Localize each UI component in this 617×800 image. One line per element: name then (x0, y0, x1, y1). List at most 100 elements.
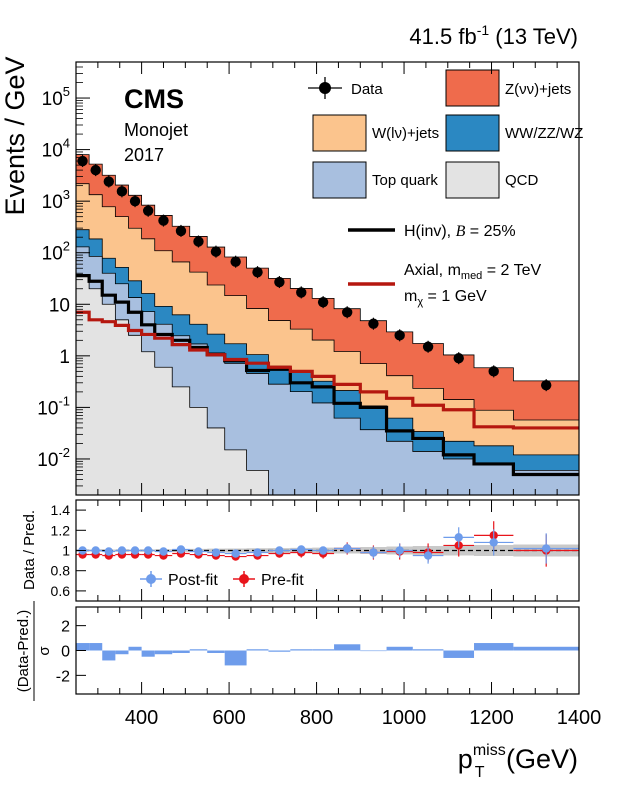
pull-bar (115, 650, 129, 655)
legend-diboson-label: WW/ZZ/WZ (505, 125, 583, 142)
legend-top-label: Top quark (372, 172, 438, 189)
postfit-point (115, 546, 129, 555)
pull-bar (268, 650, 291, 652)
pull-plot-area (76, 643, 579, 666)
x-tick-label: 1200 (469, 707, 514, 729)
main-plot-area (75, 154, 580, 496)
cms-logo-text: CMS (124, 84, 184, 114)
postfit-point (268, 546, 291, 555)
data-point (175, 224, 187, 237)
postfit-point (246, 548, 269, 557)
legend-axial-line1: Axial, mmed = 2 TeV (404, 262, 542, 282)
pull-bar (290, 649, 313, 651)
category-label: Monojet (124, 120, 188, 140)
data-point (341, 306, 353, 319)
ratio-ytick-label: 0.8 (51, 563, 71, 579)
postfit-point (334, 543, 361, 554)
data-point (116, 185, 128, 198)
pull-ytick-label: 0 (61, 644, 70, 661)
postfit-point (128, 546, 142, 555)
postfit-point (290, 545, 313, 554)
main-ytick-label: 10 (49, 295, 70, 316)
data-point (540, 379, 552, 392)
postfit-point (154, 547, 173, 556)
ratio-plot-area (76, 521, 579, 567)
x-tick-label: 600 (212, 707, 245, 729)
postfit-point (474, 529, 514, 556)
pull-bar (334, 644, 361, 651)
data-point (368, 317, 379, 330)
pull-bar (224, 650, 247, 666)
data-point (230, 255, 241, 268)
signal-hinv-line (76, 273, 579, 477)
legend-wjets-label: W(lν)+jets (372, 125, 439, 142)
ratio-ytick-label: 1.4 (51, 502, 71, 518)
pull-bar (172, 650, 190, 653)
legend-qcd: QCD (445, 161, 539, 199)
postfit-point (513, 533, 579, 564)
main-ytick-label: 102 (42, 239, 70, 265)
main-legend: Data Z(νν)+jets W(lν)+jets WW/ZZ/WZ Top … (308, 69, 583, 308)
main-ytick-label: 104 (42, 136, 70, 162)
luminosity-label: 41.5 fb-1 (13 TeV) (409, 22, 578, 49)
pull-ytick-label: 2 (61, 619, 70, 636)
pull-bar (312, 649, 335, 651)
data-point (210, 245, 222, 258)
pull-ylabel-den: σ (36, 646, 53, 656)
legend-qcd-label: QCD (505, 172, 539, 189)
pull-bar (386, 646, 413, 651)
data-point (422, 340, 434, 353)
pull-ylabel-num: (Data-Pred.) (15, 610, 32, 693)
legend-wjets: W(lν)+jets (312, 114, 439, 152)
x-axis-label: pmiss T (GeV) (458, 742, 578, 781)
legend-zjets: Z(νν)+jets (445, 69, 571, 107)
data-point (103, 175, 115, 188)
ratio-ytick-label: 1.2 (51, 522, 71, 538)
pull-bar (513, 646, 579, 651)
postfit-point (189, 547, 208, 556)
legend-zjets-label: Z(νν)+jets (505, 81, 571, 98)
legend-diboson: WW/ZZ/WZ (445, 114, 583, 152)
ratio-legend-prefit-label: Pre-fit (261, 572, 304, 589)
main-frame (75, 61, 580, 496)
pull-bar (246, 649, 269, 651)
postfit-point (224, 549, 247, 558)
pull-bar (474, 643, 514, 651)
pull-bar (102, 650, 116, 661)
legend-data: Data (308, 77, 383, 99)
pull-bar (128, 646, 142, 651)
pull-ylabel: (Data-Pred.) σ (15, 601, 53, 701)
pull-bar (76, 643, 90, 651)
pull-bar (443, 650, 475, 658)
pull-panel: -2 0 2 (Data-Pred.) σ (15, 601, 580, 701)
ratio-legend-postfit-label: Post-fit (168, 572, 218, 589)
legend-axial-line2: mχ = 1 GeV (404, 288, 487, 308)
pull-bar (141, 650, 155, 657)
legend-top: Top quark (312, 161, 438, 199)
ratio-y-axis: 0.6 0.8 1 1.2 1.4 (51, 502, 86, 599)
postfit-point (312, 546, 335, 555)
signal-axial-line (76, 310, 579, 430)
data-point (274, 276, 285, 289)
postfit-point (141, 546, 155, 555)
x-tick-label: 1400 (557, 707, 602, 729)
postfit-point (443, 527, 475, 548)
data-point (252, 266, 263, 279)
pull-bar (412, 649, 444, 651)
postfit-point (360, 546, 387, 559)
data-point (158, 214, 169, 227)
postfit-point (89, 546, 103, 555)
ratio-legend-postfit: Post-fit (140, 571, 218, 589)
x-tick-label: 400 (125, 707, 158, 729)
ratio-ytick-label: 1 (62, 543, 70, 559)
data-point (142, 204, 154, 217)
year-label: 2017 (124, 145, 164, 165)
data-point (394, 329, 405, 342)
ratio-legend-prefit: Pre-fit (233, 571, 304, 589)
main-ytick-label: 10-1 (37, 393, 70, 419)
data-point (296, 286, 307, 299)
legend-hinv: H(inv), B = 25% (348, 223, 516, 240)
ratio-ytick-label: 0.6 (51, 583, 71, 599)
